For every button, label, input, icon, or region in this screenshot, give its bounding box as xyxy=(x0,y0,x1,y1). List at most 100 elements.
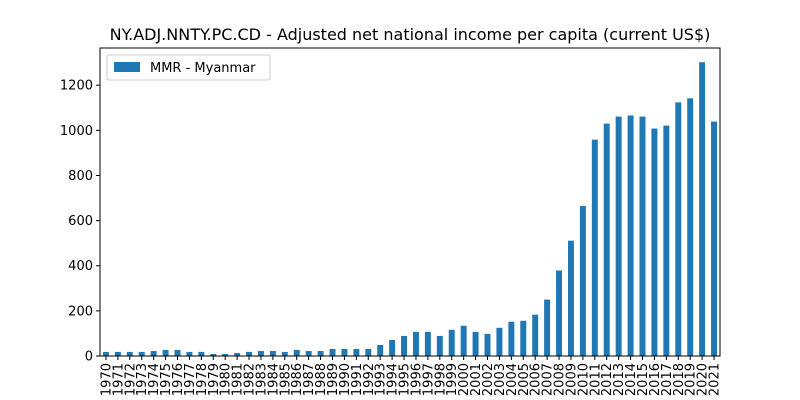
bar-2005 xyxy=(520,320,527,356)
x-tick-label: 2005 xyxy=(517,363,532,396)
x-tick-label: 2015 xyxy=(636,363,651,396)
bar-1998 xyxy=(436,335,443,356)
bar-1994 xyxy=(389,339,396,356)
x-tick-label: 2002 xyxy=(481,363,496,396)
legend-swatch xyxy=(114,62,140,72)
x-tick-label: 2017 xyxy=(660,363,675,396)
bar-1985 xyxy=(281,351,288,356)
bar-1984 xyxy=(269,351,276,356)
x-tick-label: 1994 xyxy=(386,363,401,396)
bar-1978 xyxy=(198,351,205,356)
x-tick-label: 2007 xyxy=(541,363,556,396)
x-tick-label: 1990 xyxy=(338,363,353,396)
x-tick-label: 1996 xyxy=(409,363,424,396)
x-tick-label: 1973 xyxy=(135,363,150,396)
x-tick-label: 1987 xyxy=(302,363,317,396)
bar-1992 xyxy=(365,349,372,356)
bar-2007 xyxy=(544,299,551,356)
x-tick-label: 2006 xyxy=(529,363,544,396)
x-tick-label: 1975 xyxy=(159,363,174,396)
bar-2002 xyxy=(484,333,491,356)
bar-1989 xyxy=(329,349,336,356)
bar-1982 xyxy=(246,351,253,356)
bar-1987 xyxy=(305,351,312,356)
legend: MMR - Myanmar xyxy=(106,54,271,81)
bar-1980 xyxy=(222,353,229,356)
x-tick-label: 2014 xyxy=(624,363,639,396)
bar-1975 xyxy=(162,349,169,356)
bar-2000 xyxy=(460,325,467,356)
x-tick-label: 1980 xyxy=(219,363,234,396)
bar-1970 xyxy=(102,351,109,356)
bar-1991 xyxy=(353,349,360,356)
bar-2008 xyxy=(556,270,563,356)
bar-1995 xyxy=(401,335,408,356)
bar-1971 xyxy=(114,351,121,356)
x-tick-label: 2011 xyxy=(588,363,603,396)
bar-2001 xyxy=(472,331,479,356)
bar-2012 xyxy=(603,123,610,356)
legend-box xyxy=(106,54,271,81)
bar-1986 xyxy=(293,349,300,356)
x-tick-label: 2009 xyxy=(564,363,579,396)
x-tick-label: 1993 xyxy=(374,363,389,396)
bar-2009 xyxy=(567,240,574,356)
bar-1983 xyxy=(257,351,264,356)
bar-1993 xyxy=(377,344,384,356)
bar-2018 xyxy=(675,102,682,356)
x-tick-label: 1971 xyxy=(111,363,126,396)
x-tick-label: 2004 xyxy=(505,363,520,396)
y-tick-label: 400 xyxy=(68,259,93,274)
x-tick-label: 1992 xyxy=(362,363,377,396)
bar-1990 xyxy=(341,349,348,356)
x-tick-label: 2008 xyxy=(553,363,568,396)
x-tick-label: 1978 xyxy=(195,363,210,396)
bar-2004 xyxy=(508,321,515,356)
y-tick-label: 0 xyxy=(85,350,93,365)
x-tick-label: 2012 xyxy=(600,363,615,396)
x-tick-label: 1977 xyxy=(183,363,198,396)
x-tick-label: 1982 xyxy=(243,363,258,396)
bar-2013 xyxy=(615,116,622,356)
x-tick-label: 1985 xyxy=(278,363,293,396)
x-tick-label: 2010 xyxy=(576,363,591,396)
plot-frame xyxy=(99,47,721,357)
y-axis: 0 200 400 600 800 1000 1200 xyxy=(60,79,100,365)
bar-1997 xyxy=(424,331,431,356)
bar-2006 xyxy=(532,314,539,356)
x-tick-label: 1988 xyxy=(314,363,329,396)
x-tick-label: 1974 xyxy=(147,363,162,396)
bar-1973 xyxy=(138,351,145,356)
x-tick-label: 1976 xyxy=(171,363,186,396)
bar-1999 xyxy=(448,329,455,356)
bar-1972 xyxy=(126,351,133,356)
x-tick-label: 2016 xyxy=(648,363,663,396)
bar-2016 xyxy=(651,128,658,356)
bar-1974 xyxy=(150,351,157,356)
bar-1976 xyxy=(174,349,181,356)
bar-2014 xyxy=(627,115,634,356)
bar-2019 xyxy=(687,98,694,356)
bar-2020 xyxy=(699,62,706,356)
bar-1996 xyxy=(412,331,419,356)
x-tick-label: 1997 xyxy=(421,363,436,396)
bar-2010 xyxy=(579,205,586,356)
bar-2003 xyxy=(496,327,503,356)
x-tick-label: 2013 xyxy=(612,363,627,396)
x-tick-label: 1991 xyxy=(350,363,365,396)
legend-label: MMR - Myanmar xyxy=(150,61,256,76)
y-tick-label: 1200 xyxy=(60,79,93,94)
x-tick-label: 1979 xyxy=(207,363,222,396)
y-tick-label: 1000 xyxy=(60,124,93,139)
x-axis: 1970197119721973197419751976197719781979… xyxy=(99,356,723,396)
x-tick-label: 2019 xyxy=(684,363,699,396)
y-tick-label: 800 xyxy=(68,169,93,184)
x-tick-label: 1986 xyxy=(290,363,305,396)
bar-1981 xyxy=(234,353,241,356)
bar-1988 xyxy=(317,351,324,356)
x-tick-label: 2003 xyxy=(493,363,508,396)
x-tick-label: 1999 xyxy=(445,363,460,396)
y-tick-label: 600 xyxy=(68,214,93,229)
x-tick-label: 2021 xyxy=(708,363,723,396)
